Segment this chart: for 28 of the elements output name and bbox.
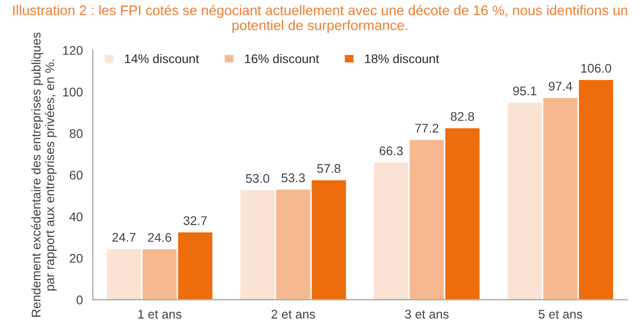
data-label: 57.8	[317, 164, 340, 173]
y-tick-label: 80	[70, 129, 83, 138]
legend-label: 18% discount	[365, 54, 440, 64]
y-tick-label: 120	[63, 46, 83, 55]
x-tick-label: 1 et ans	[138, 310, 182, 319]
chart-title: Illustration 2 : les FPI cotés se négociant actuellement avec une décote de 16 %, nous identifions un potentiel de surperformance.	[13, 4, 628, 33]
data-label: 77.2	[415, 124, 438, 132]
y-tick-label: 20	[70, 254, 83, 263]
data-label: 24.6	[148, 233, 172, 242]
legend-label: 14% discount	[125, 54, 200, 64]
data-label: 24.7	[112, 232, 136, 242]
data-label: 66.3	[380, 146, 403, 156]
data-label: 53.0	[246, 174, 270, 183]
data-label: 97.4	[548, 82, 572, 91]
y-tick-label: 100	[63, 88, 83, 96]
y-tick-label: 60	[70, 170, 83, 180]
data-label: 53.3	[282, 173, 305, 182]
legend-label: 16% discount	[245, 54, 320, 64]
x-tick-label: 2 et ans	[272, 310, 315, 319]
y-tick-label: 0	[76, 296, 83, 304]
y-tick-label: 40	[69, 212, 83, 222]
data-label: 32.7	[184, 216, 207, 226]
x-tick-label: 5 et ans	[538, 310, 582, 319]
x-tick-label: 3 et ans	[405, 310, 449, 319]
data-label: 82.8	[450, 112, 474, 121]
y-axis-title: Rendement excédentaire des entreprises publiques par rapport aux entreprises privées, en %.	[31, 32, 57, 317]
data-label: 106.0	[581, 64, 612, 73]
data-label: 95.1	[513, 86, 536, 96]
